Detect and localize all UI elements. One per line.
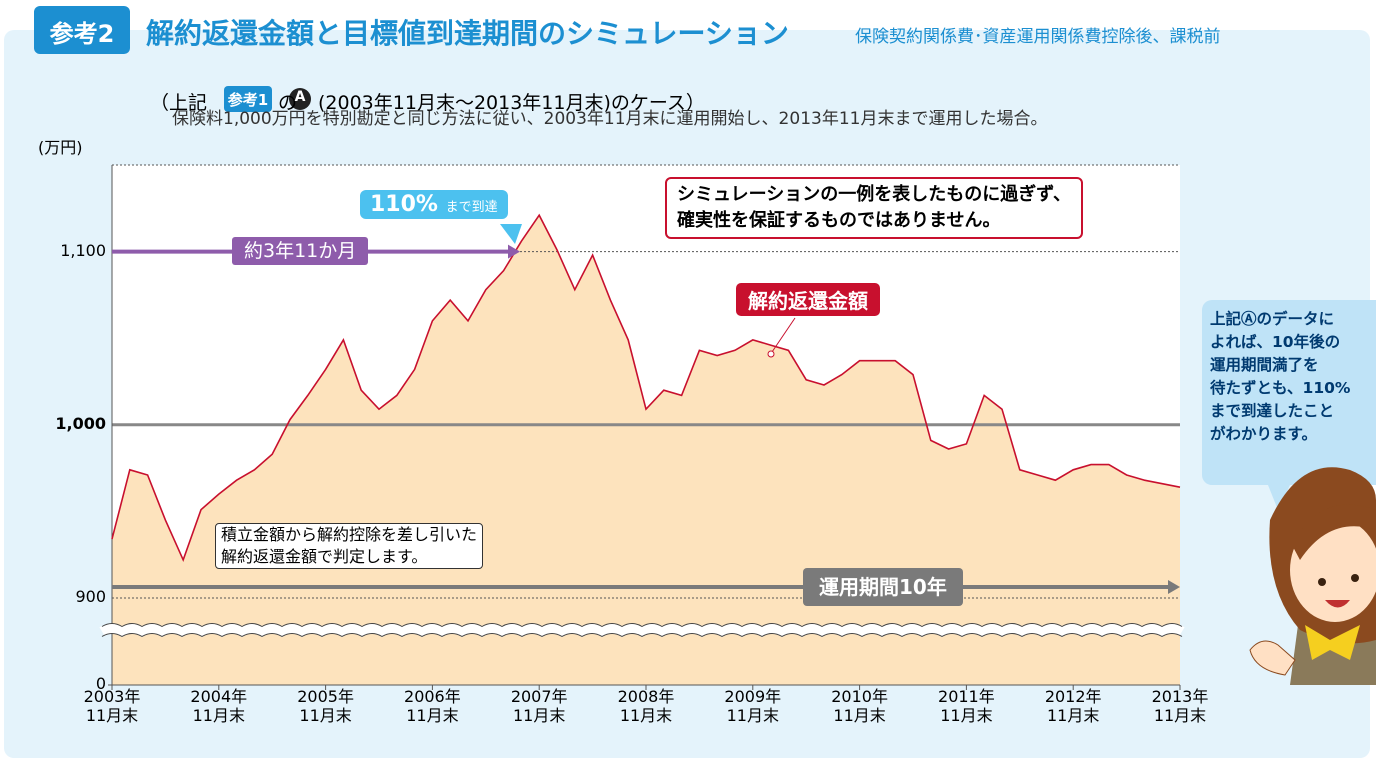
y-tick-label: 1,000 — [55, 414, 106, 433]
x-tick-label: 2006年 11月末 — [392, 687, 472, 725]
axis-break — [102, 629, 1182, 632]
series-label: 解約返還金額 — [736, 283, 880, 316]
reach-callout: 110% まで到達 — [360, 190, 508, 219]
description-text: 保険料1,000万円を特別勘定と同じ方法に従い、2003年11月末に運用開始し、… — [172, 109, 1047, 129]
title: 解約返還金額と目標値到達期間のシミュレーション — [146, 12, 789, 52]
description: 保険料1,000万円を特別勘定と同じ方法に従い、2003年11月末に運用開始し、… — [172, 103, 1047, 129]
x-tick-label: 2005年 11月末 — [286, 687, 366, 725]
bubble-text: 上記Ⓐのデータに よれば、10年後の 運用期間満了を 待たずとも、110% まで… — [1210, 308, 1376, 446]
note: 積立金額から解約控除を差し引いた 解約返還金額で判定します。 — [215, 523, 483, 569]
disclaimer: シミュレーションの一例を表したものに過ぎず、 確実性を保証するものではありません… — [665, 177, 1083, 239]
x-tick-label: 2003年 11月末 — [72, 687, 152, 725]
y-tick-label: 900 — [75, 587, 106, 606]
reach-text: まで到達 — [446, 200, 498, 215]
y-axis-label: (万円) — [38, 134, 83, 158]
badge: 参考2 — [34, 14, 130, 49]
x-tick-label: 2013年 11月末 — [1140, 687, 1220, 725]
x-tick-label: 2008年 11月末 — [606, 687, 686, 725]
pointer-dot — [768, 351, 774, 357]
x-tick-label: 2009年 11月末 — [713, 687, 793, 725]
x-tick-label: 2004年 11月末 — [179, 687, 259, 725]
page: 参考2 解約返還金額と目標値到達期間のシミュレーション 保険契約関係費･資産運用… — [0, 0, 1376, 765]
y-tick-label: 1,100 — [60, 241, 106, 260]
x-tick-label: 2011年 11月末 — [926, 687, 1006, 725]
period-target-label: 約3年11か月 — [232, 237, 368, 265]
x-tick-label: 2012年 11月末 — [1033, 687, 1113, 725]
x-tick-label: 2010年 11月末 — [820, 687, 900, 725]
period-label: 運用期間10年 — [803, 568, 963, 606]
x-tick-label: 2007年 11月末 — [499, 687, 579, 725]
subtitle: 保険契約関係費･資産運用関係費控除後、課税前 — [855, 22, 1221, 47]
reach-pct: 110% — [370, 192, 438, 217]
